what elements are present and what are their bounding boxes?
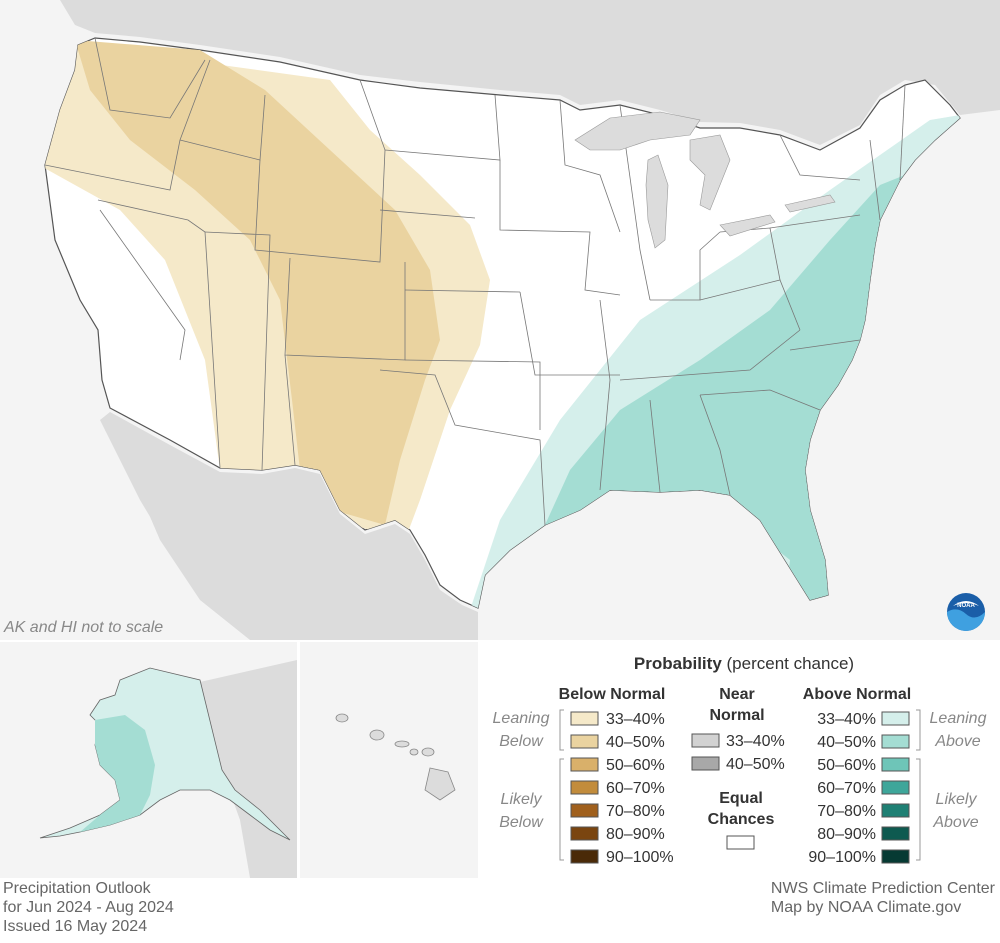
likely-below-label-1: Likely bbox=[501, 791, 543, 808]
near-normal-header-line1: Near bbox=[719, 686, 755, 703]
not-to-scale-note: AK and HI not to scale bbox=[3, 619, 163, 636]
above-normal-swatch-6 bbox=[881, 849, 910, 864]
likely-above-label-2: Above bbox=[932, 814, 978, 831]
above-normal-swatch-2 bbox=[881, 757, 910, 772]
credit-cpc: NWS Climate Prediction Center bbox=[770, 880, 995, 897]
near-normal-swatches: 33–40% 40–50% bbox=[691, 733, 785, 773]
caption-period: for Jun 2024 - Aug 2024 bbox=[3, 899, 174, 916]
above-normal-swatch-0 bbox=[881, 711, 910, 726]
equal-chances-swatch bbox=[726, 835, 755, 850]
leaning-below-label-2: Below bbox=[499, 733, 544, 750]
below-normal-label-0: 33–40% bbox=[606, 711, 665, 728]
canada-land bbox=[60, 0, 1000, 145]
alaska-above-40-50 bbox=[80, 715, 155, 832]
above-normal-label-5: 80–90% bbox=[817, 826, 876, 843]
above-normal-label-1: 40–50% bbox=[817, 734, 876, 751]
below-normal-header: Below Normal bbox=[559, 686, 666, 703]
below-normal-label-3: 60–70% bbox=[606, 780, 665, 797]
outlook-caption: Precipitation Outlook for Jun 2024 - Aug… bbox=[3, 879, 174, 936]
below-normal-swatch-0 bbox=[570, 711, 599, 726]
credit-map: Map by NOAA Climate.gov bbox=[770, 899, 962, 916]
below-normal-label-1: 40–50% bbox=[606, 734, 665, 751]
above-normal-label-2: 50–60% bbox=[817, 757, 876, 774]
below-normal-swatch-4 bbox=[570, 803, 599, 818]
below-normal-swatch-3 bbox=[570, 780, 599, 795]
above-normal-header: Above Normal bbox=[803, 686, 911, 703]
credit-caption: NWS Climate Prediction Center Map by NOA… bbox=[771, 879, 995, 917]
leaning-above-label-2: Above bbox=[934, 733, 980, 750]
below-normal-label-4: 70–80% bbox=[606, 803, 665, 820]
below-normal-swatch-2 bbox=[570, 757, 599, 772]
below-normal-label-2: 50–60% bbox=[606, 757, 665, 774]
likely-below-label-2: Below bbox=[499, 814, 544, 831]
above-normal-label-0: 33–40% bbox=[817, 711, 876, 728]
below-normal-swatch-6 bbox=[570, 849, 599, 864]
above-normal-swatch-3 bbox=[881, 780, 910, 795]
leaning-above-label-1: Leaning bbox=[930, 710, 987, 727]
below-normal-label-6: 90–100% bbox=[606, 849, 674, 866]
noaa-logo: NOAA bbox=[947, 593, 985, 631]
near-normal-label-1: 40–50% bbox=[726, 756, 785, 773]
legend-brackets bbox=[559, 709, 921, 861]
noaa-logo-label: NOAA bbox=[957, 603, 975, 609]
near-normal-swatch-1 bbox=[691, 756, 720, 771]
below-normal-swatch-1 bbox=[570, 734, 599, 749]
above-normal-swatch-4 bbox=[881, 803, 910, 818]
likely-above-label-1: Likely bbox=[936, 791, 978, 808]
great-lakes bbox=[574, 111, 836, 249]
legend-title: Probability (percent chance) bbox=[634, 654, 854, 673]
above-normal-swatch-5 bbox=[881, 826, 910, 841]
near-normal-header-line2: Normal bbox=[709, 707, 764, 724]
near-normal-swatch-0 bbox=[691, 733, 720, 748]
caption-issued: Issued 16 May 2024 bbox=[3, 918, 148, 935]
above-normal-label-3: 60–70% bbox=[817, 780, 876, 797]
above-normal-label-6: 90–100% bbox=[808, 849, 876, 866]
baja-land bbox=[100, 412, 225, 600]
equal-chances-line1: Equal bbox=[719, 790, 763, 807]
leaning-below-label-1: Leaning bbox=[493, 710, 550, 727]
hawaii-islands bbox=[335, 713, 456, 801]
hawaii-inset-panel bbox=[300, 642, 478, 878]
above-normal-swatches: 33–40% 40–50% 50–60% 60–70% 70–80% 80–90% 90–1… bbox=[808, 711, 910, 866]
caption-title: Precipitation Outlook bbox=[3, 880, 151, 897]
near-normal-label-0: 33–40% bbox=[726, 733, 785, 750]
above-normal-label-4: 70–80% bbox=[817, 803, 876, 820]
above-normal-swatch-1 bbox=[881, 734, 910, 749]
below-normal-swatch-5 bbox=[570, 826, 599, 841]
below-normal-swatches: 33–40% 40–50% 50–60% 60–70% 70–80% 80–90% 90–1… bbox=[570, 711, 674, 866]
below-40-50-region bbox=[75, 40, 440, 525]
equal-chances-line2: Chances bbox=[708, 811, 775, 828]
below-normal-label-5: 80–90% bbox=[606, 826, 665, 843]
